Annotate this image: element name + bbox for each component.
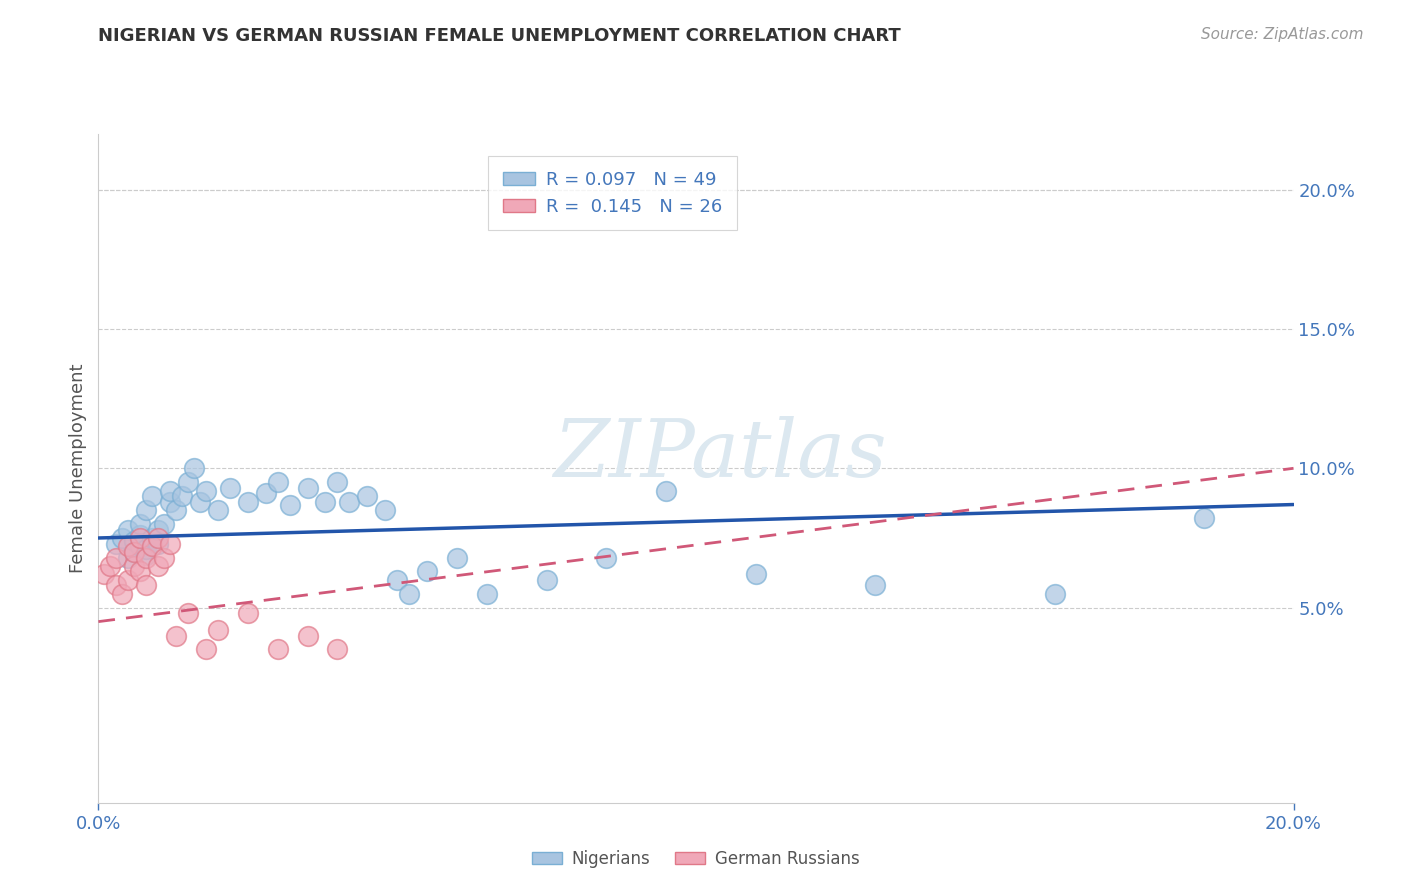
Point	[129, 531, 152, 545]
Point	[148, 536, 170, 550]
Point	[159, 536, 181, 550]
Point	[188, 494, 211, 508]
Point	[105, 536, 128, 550]
Point	[135, 542, 157, 557]
Point	[141, 489, 163, 503]
Point	[124, 533, 146, 548]
Point	[177, 607, 200, 621]
Point	[135, 503, 157, 517]
Point	[159, 483, 181, 498]
Point	[100, 558, 122, 573]
Point	[297, 481, 319, 495]
Legend: Nigerians, German Russians: Nigerians, German Russians	[524, 844, 868, 875]
Point	[141, 539, 163, 553]
Point	[148, 523, 170, 537]
Point	[297, 628, 319, 642]
Point	[153, 550, 176, 565]
Point	[267, 642, 290, 657]
Point	[148, 531, 170, 545]
Point	[165, 503, 187, 517]
Point	[124, 545, 146, 559]
Point	[117, 573, 139, 587]
Point	[326, 475, 349, 490]
Point	[159, 494, 181, 508]
Point	[595, 550, 617, 565]
Point	[207, 503, 229, 517]
Y-axis label: Female Unemployment: Female Unemployment	[69, 364, 87, 573]
Point	[398, 587, 420, 601]
Text: ZIPatlas: ZIPatlas	[553, 417, 887, 493]
Point	[254, 486, 277, 500]
Point	[183, 461, 205, 475]
Point	[655, 483, 678, 498]
Point	[1192, 511, 1215, 525]
Point	[195, 483, 218, 498]
Point	[93, 567, 115, 582]
Point	[117, 539, 139, 553]
Point	[153, 517, 176, 532]
Point	[315, 494, 337, 508]
Point	[148, 558, 170, 573]
Point	[865, 578, 887, 592]
Point	[117, 523, 139, 537]
Point	[745, 567, 768, 582]
Point	[177, 475, 200, 490]
Point	[117, 550, 139, 565]
Point	[356, 489, 378, 503]
Point	[219, 481, 242, 495]
Point	[446, 550, 468, 565]
Point	[129, 565, 152, 579]
Point	[374, 503, 396, 517]
Point	[236, 607, 259, 621]
Point	[124, 558, 146, 573]
Text: Source: ZipAtlas.com: Source: ZipAtlas.com	[1201, 27, 1364, 42]
Point	[172, 489, 194, 503]
Point	[141, 531, 163, 545]
Point	[536, 573, 558, 587]
Point	[129, 517, 152, 532]
Point	[129, 539, 152, 553]
Point	[135, 548, 157, 562]
Point	[326, 642, 349, 657]
Point	[135, 550, 157, 565]
Point	[129, 528, 152, 542]
Point	[111, 531, 134, 545]
Point	[135, 578, 157, 592]
Point	[195, 642, 218, 657]
Point	[124, 545, 146, 559]
Point	[278, 498, 301, 512]
Point	[105, 550, 128, 565]
Point	[111, 587, 134, 601]
Point	[236, 494, 259, 508]
Point	[105, 578, 128, 592]
Point	[475, 587, 498, 601]
Point	[416, 565, 439, 579]
Point	[207, 623, 229, 637]
Point	[1043, 587, 1066, 601]
Point	[165, 628, 187, 642]
Point	[339, 494, 360, 508]
Text: NIGERIAN VS GERMAN RUSSIAN FEMALE UNEMPLOYMENT CORRELATION CHART: NIGERIAN VS GERMAN RUSSIAN FEMALE UNEMPL…	[98, 27, 901, 45]
Point	[267, 475, 290, 490]
Point	[385, 573, 409, 587]
